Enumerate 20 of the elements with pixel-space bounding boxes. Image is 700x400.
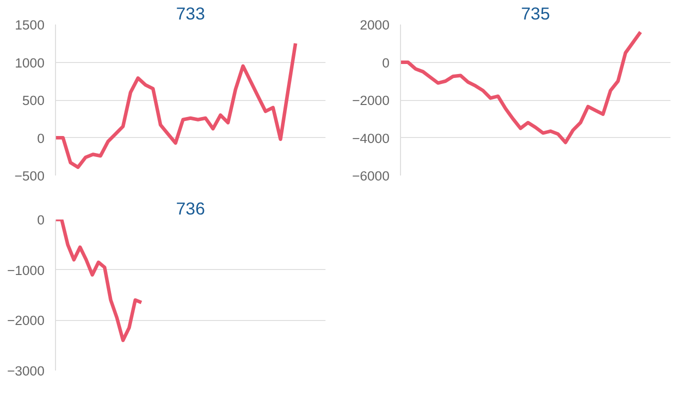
chart-title: 736 [176,198,205,218]
chart-title: 735 [521,4,550,24]
y-tick-label: −6000 [352,168,390,184]
y-tick-label: −3000 [7,364,45,378]
y-tick-label: −4000 [352,130,390,146]
y-tick-label: 0 [37,130,45,146]
line-series [56,220,144,342]
line-series [56,42,298,169]
y-tick-label: −1000 [7,262,45,278]
y-tick-label: −2000 [352,93,390,108]
y-tick-label: 500 [22,93,45,108]
line-series [400,30,642,144]
y-tick-label: 0 [382,55,390,70]
y-tick-label: 2000 [360,18,390,32]
y-tick-label: −2000 [7,313,45,328]
y-tick-label: 1000 [14,55,45,70]
y-tick-label: −500 [14,168,45,184]
chart-title: 733 [176,4,205,24]
y-tick-label: 1500 [14,18,45,32]
y-tick-label: 0 [37,212,45,228]
